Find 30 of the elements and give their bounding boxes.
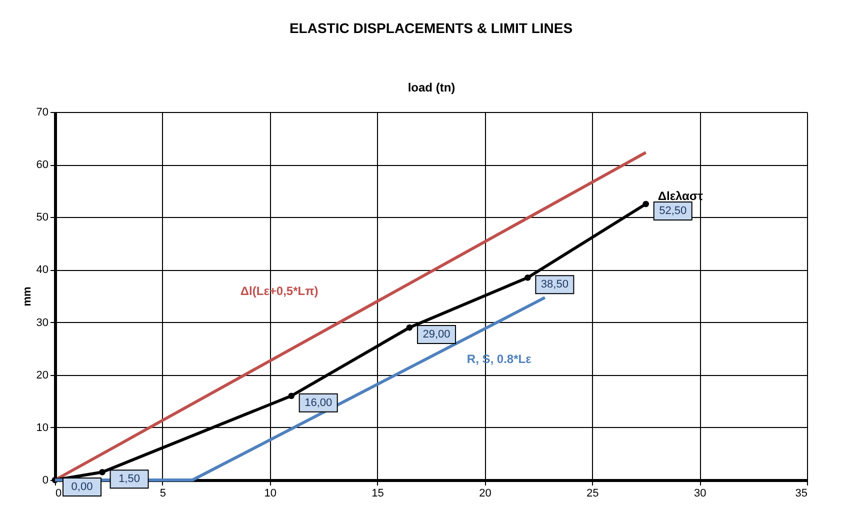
x-tick-label: 5 [160, 488, 166, 500]
y-tick-label: 50 [36, 212, 48, 224]
x-tick-label: 30 [694, 488, 706, 500]
chart-title: ELASTIC DISPLACEMENTS & LIMIT LINES [289, 20, 573, 36]
data-label: 1,50 [118, 473, 140, 486]
x-tick-label: 0 [56, 488, 62, 500]
point [288, 392, 295, 400]
y-tick-label: 10 [36, 422, 48, 434]
y-tick-label: 60 [36, 159, 48, 172]
y-tick-label: 0 [42, 474, 48, 486]
data-label: 0,00 [71, 481, 93, 493]
x-axis-title: load (tn) [408, 80, 456, 94]
y-tick-label: 20 [36, 369, 48, 382]
y-axis-title: mm [21, 286, 34, 306]
y-tick-label: 30 [36, 316, 48, 329]
x-tick-label: 10 [264, 488, 276, 500]
data-label: 29,00 [422, 328, 450, 341]
data-label: 52,50 [659, 205, 687, 217]
y-tick-label: 40 [36, 264, 48, 276]
data-label: 16,00 [304, 396, 332, 409]
data-label: 38,50 [540, 278, 568, 291]
x-tick-label: 35 [795, 488, 808, 500]
x-tick-label: 25 [586, 488, 599, 500]
x-tick-label: 15 [372, 488, 384, 500]
point [642, 200, 650, 208]
y-tick-label: 70 [36, 106, 48, 118]
point [524, 274, 531, 281]
point [406, 324, 413, 331]
x-tick-label: 20 [479, 488, 492, 500]
point [99, 468, 106, 476]
